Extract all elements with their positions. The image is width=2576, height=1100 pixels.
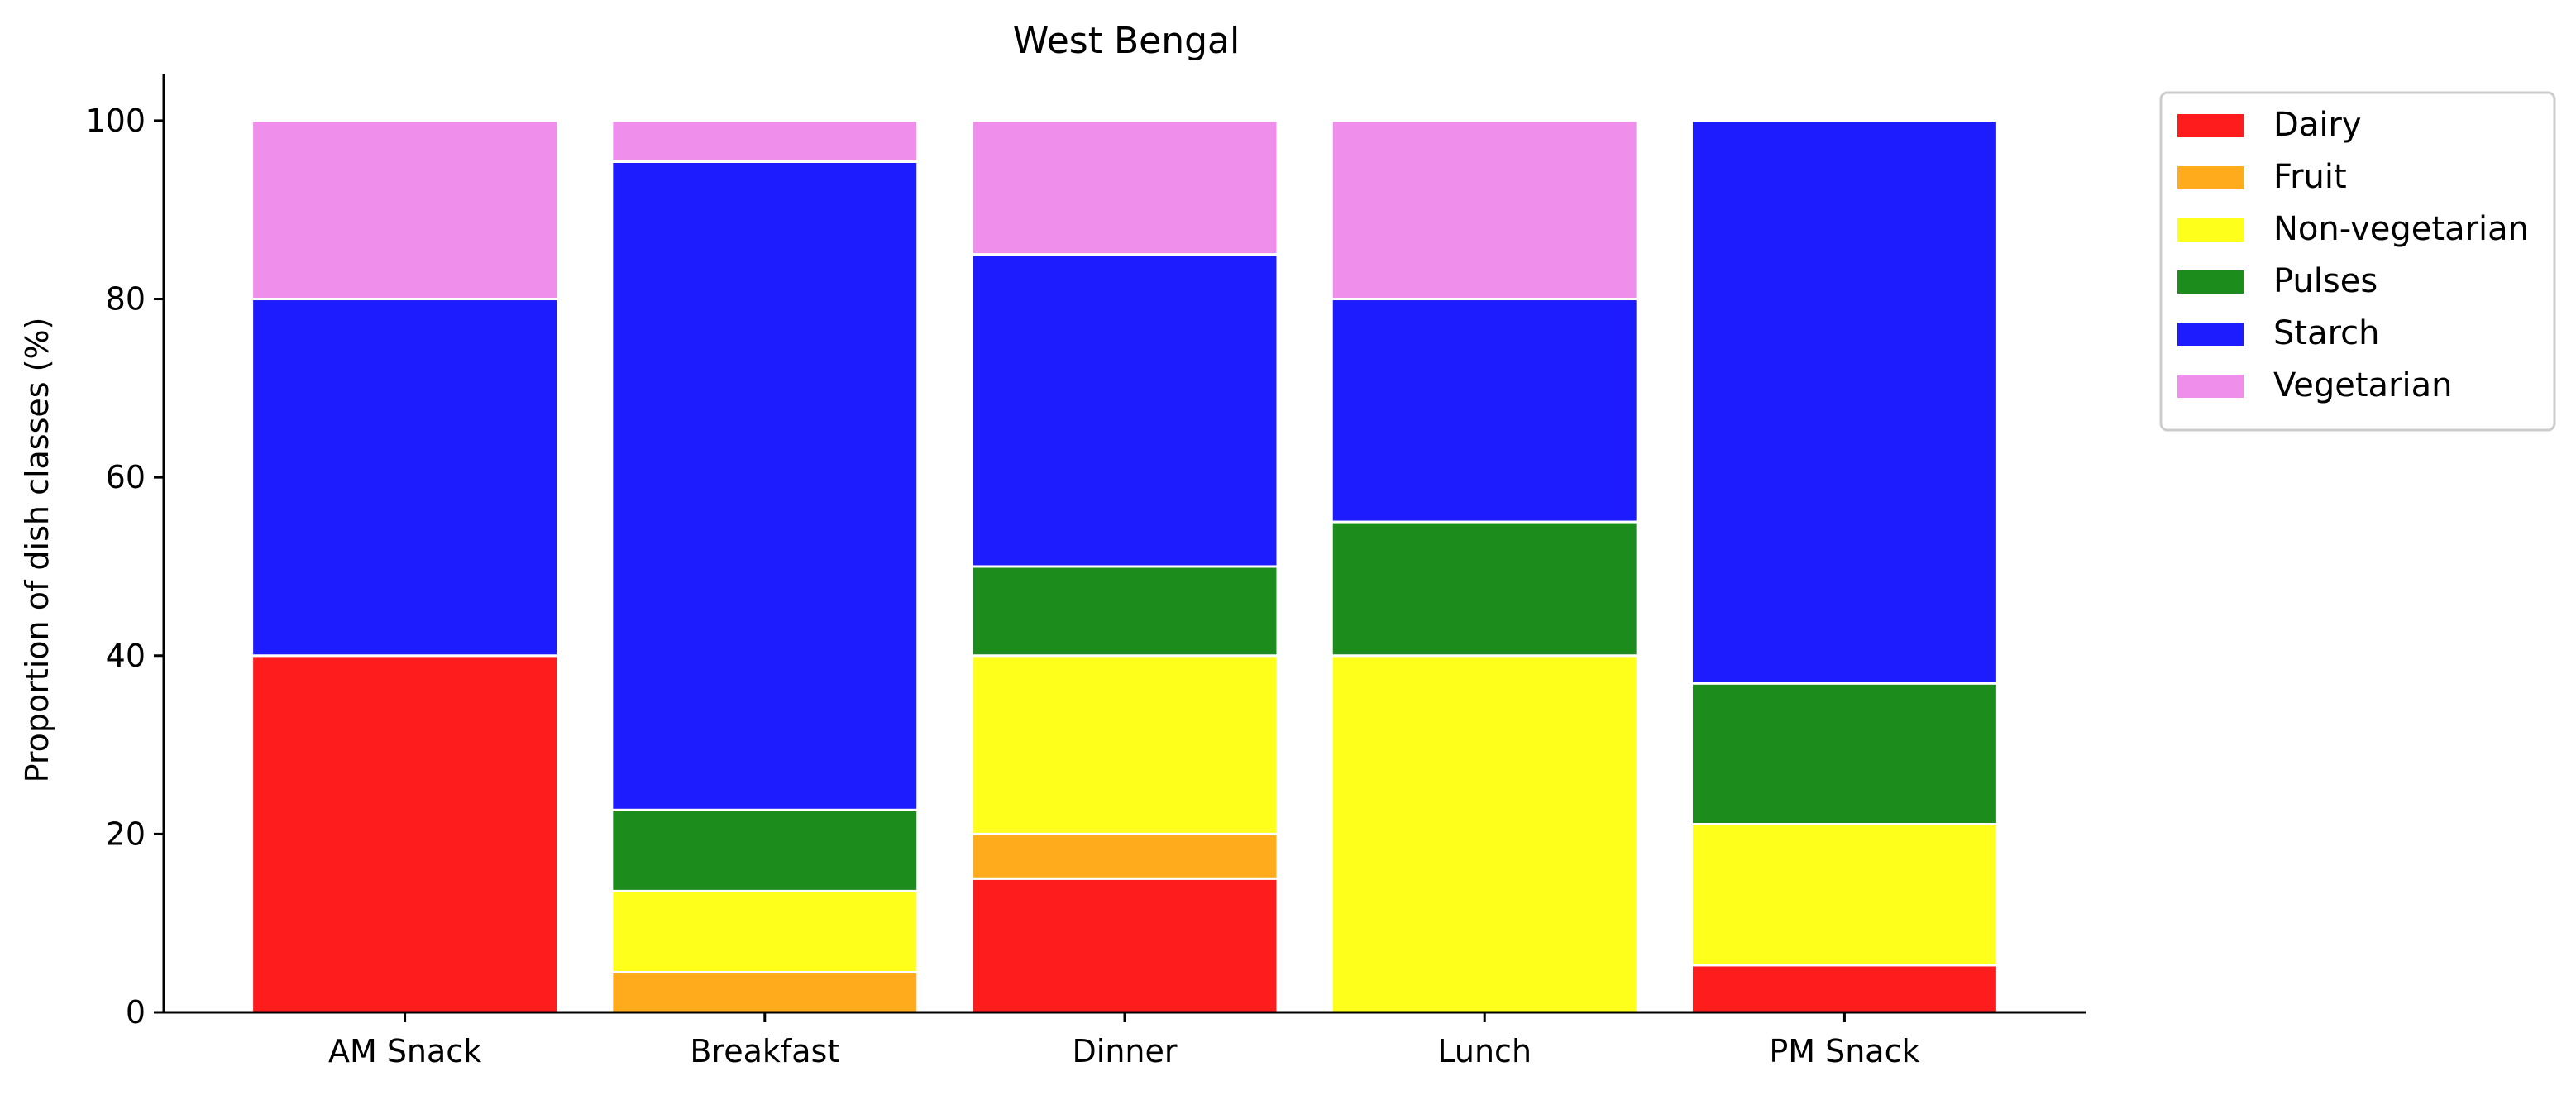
bar-breakfast-fruit <box>610 970 920 1014</box>
legend-label-fruit: Fruit <box>2273 158 2347 196</box>
legend-swatch-vegetarian <box>2177 375 2244 398</box>
bar-dinner-vegetarian <box>970 119 1279 256</box>
legend-swatch-pulses <box>2177 270 2244 294</box>
bar-am-snack-vegetarian <box>251 119 560 301</box>
legend-swatch-dairy <box>2177 114 2244 137</box>
bars-layer <box>251 119 1999 1014</box>
y-tick-label: 80 <box>106 281 146 318</box>
y-tick-label: 0 <box>126 994 146 1031</box>
bar-am-snack-dairy <box>251 654 560 1014</box>
bar-dinner-starch <box>970 253 1279 568</box>
y-tick-label: 100 <box>85 103 146 139</box>
legend-swatch-starch <box>2177 323 2244 346</box>
bar-lunch-non-vegetarian <box>1330 654 1639 1014</box>
y-axis-title: Proportion of dish classes (%) <box>19 318 55 783</box>
legend-swatch-fruit <box>2177 166 2244 189</box>
legend-swatch-non-vegetarian <box>2177 218 2244 242</box>
chart-title: West Bengal <box>1013 20 1240 62</box>
bar-dinner-fruit <box>970 832 1279 880</box>
bar-lunch-pulses <box>1330 520 1639 658</box>
y-tick-label: 20 <box>106 815 146 852</box>
bar-dinner-pulses <box>970 565 1279 658</box>
bar-lunch-starch <box>1330 298 1639 524</box>
x-tick-label-lunch: Lunch <box>1437 1033 1532 1069</box>
x-tick-label-breakfast: Breakfast <box>690 1033 839 1069</box>
legend-label-pulses: Pulses <box>2273 262 2378 300</box>
bar-breakfast-starch <box>610 160 920 811</box>
bar-breakfast-non-vegetarian <box>610 889 920 973</box>
legend-label-dairy: Dairy <box>2273 106 2362 144</box>
x-tick-label-dinner: Dinner <box>1073 1033 1178 1069</box>
bar-am-snack-starch <box>251 298 560 658</box>
bar-dinner-non-vegetarian <box>970 654 1279 835</box>
bar-pm-snack-dairy <box>1689 964 1999 1014</box>
bar-pm-snack-non-vegetarian <box>1689 823 1999 967</box>
legend-label-vegetarian: Vegetarian <box>2273 366 2452 404</box>
bar-pm-snack-pulses <box>1689 682 1999 826</box>
bar-breakfast-vegetarian <box>610 119 920 163</box>
x-tick-label-pm-snack: PM Snack <box>1769 1033 1919 1069</box>
x-tick-label-am-snack: AM Snack <box>328 1033 481 1069</box>
bar-lunch-vegetarian <box>1330 119 1639 301</box>
y-tick-label: 60 <box>106 459 146 495</box>
legend-label-non-vegetarian: Non-vegetarian <box>2273 210 2529 248</box>
bar-dinner-dairy <box>970 877 1279 1014</box>
legend-frame <box>2159 91 2556 432</box>
bar-breakfast-pulses <box>610 808 920 892</box>
legend: Dairy Fruit Non-vegetarian Pulses Starch Vege… <box>2159 91 2556 432</box>
y-tick-label: 40 <box>106 638 146 674</box>
legend-label-starch: Starch <box>2273 314 2380 352</box>
bar-pm-snack-starch <box>1689 119 1999 685</box>
axes-layer: 0 20 40 60 80 100 AM Snack Breakfast Dinner Lunch… <box>85 74 2086 1069</box>
